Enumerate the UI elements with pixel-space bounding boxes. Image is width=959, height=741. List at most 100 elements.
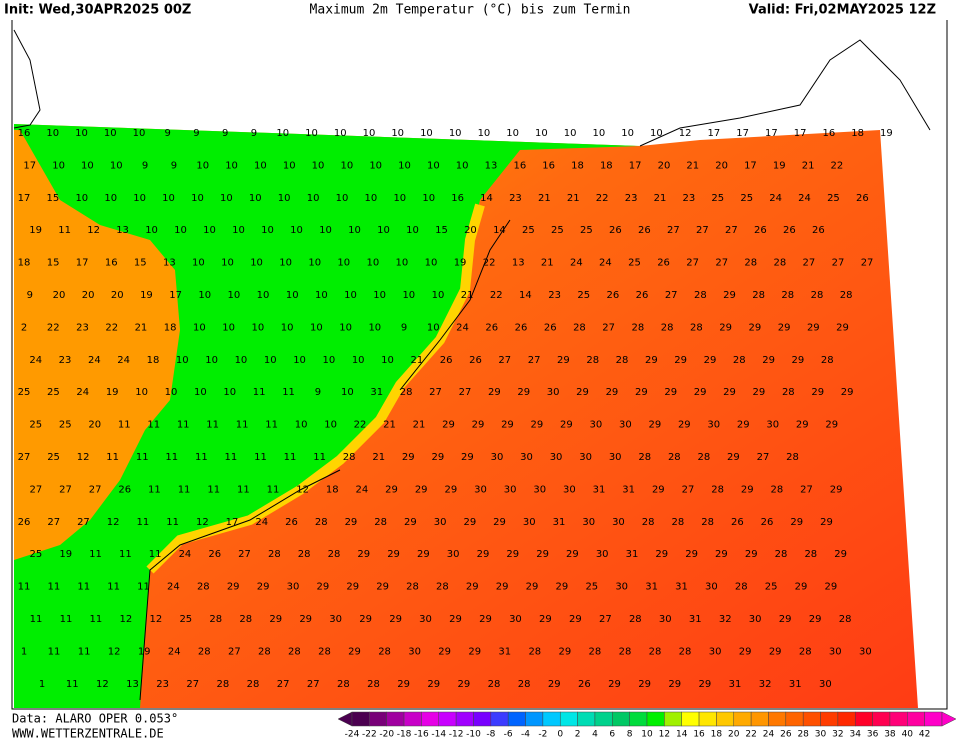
temperature-value: 28 bbox=[247, 679, 260, 690]
temperature-value: 21 bbox=[567, 193, 580, 204]
temperature-value: 10 bbox=[232, 225, 245, 236]
coastline bbox=[639, 39, 931, 147]
temperature-value: 10 bbox=[104, 193, 117, 204]
temperature-value: 28 bbox=[839, 614, 852, 625]
temperature-value: 27 bbox=[528, 355, 541, 366]
temperature-value: 26 bbox=[285, 517, 298, 528]
temperature-value: 28 bbox=[619, 646, 632, 657]
temperature-value: 29 bbox=[836, 322, 849, 333]
temperature-value: 10 bbox=[286, 290, 299, 301]
temperature-value: 18 bbox=[851, 128, 864, 139]
temperature-value: 11 bbox=[147, 420, 160, 431]
temperature-value: 25 bbox=[59, 420, 72, 431]
colorbar-swatch bbox=[698, 711, 717, 727]
temperature-value: 14 bbox=[519, 290, 532, 301]
temperature-value: 28 bbox=[586, 355, 599, 366]
temperature-value: 28 bbox=[367, 679, 380, 690]
coast-band bbox=[146, 203, 485, 574]
temperature-value: 28 bbox=[811, 290, 824, 301]
temperature-value: 19 bbox=[773, 160, 786, 171]
temperature-value: 25 bbox=[30, 549, 43, 560]
temperature-value: 29 bbox=[357, 549, 370, 560]
colorbar-label: -10 bbox=[466, 730, 481, 740]
temperature-value: 10 bbox=[223, 387, 236, 398]
temperature-value: 26 bbox=[485, 322, 498, 333]
temperature-value: 27 bbox=[186, 679, 199, 690]
temperature-value: 11 bbox=[66, 679, 79, 690]
temperature-value: 29 bbox=[468, 646, 481, 657]
temperature-value: 29 bbox=[415, 484, 428, 495]
temperature-value: 10 bbox=[133, 128, 146, 139]
temperature-value: 24 bbox=[456, 322, 469, 333]
temperature-value: 10 bbox=[174, 225, 187, 236]
temperature-value: 29 bbox=[719, 322, 732, 333]
colorbar-swatch bbox=[907, 711, 925, 727]
temperature-value: 28 bbox=[735, 582, 748, 593]
temperature-value: 10 bbox=[420, 128, 433, 139]
temperature-value: 10 bbox=[363, 128, 376, 139]
temperature-value: 11 bbox=[195, 452, 208, 463]
temperature-value: 10 bbox=[373, 290, 386, 301]
temperature-value: 24 bbox=[798, 193, 811, 204]
temperature-value: 10 bbox=[535, 128, 548, 139]
temperature-value: 15 bbox=[134, 258, 147, 269]
temperature-value: 10 bbox=[391, 128, 404, 139]
init-label: Init: Wed,30APR2025 00Z bbox=[4, 3, 191, 18]
colorbar-swatch bbox=[473, 711, 492, 727]
colorbar-label: -4 bbox=[521, 730, 530, 740]
temperature-value: 24 bbox=[599, 258, 612, 269]
temperature-value: 26 bbox=[761, 517, 774, 528]
temperature-value: 10 bbox=[348, 225, 361, 236]
temperature-value: 29 bbox=[569, 614, 582, 625]
temperature-value: 30 bbox=[550, 452, 563, 463]
colorbar-label: 6 bbox=[609, 730, 615, 740]
temperature-value: 29 bbox=[674, 355, 687, 366]
temperature-value: 25 bbox=[47, 387, 60, 398]
colorbar-label: 10 bbox=[641, 730, 653, 740]
temperature-value: 29 bbox=[745, 549, 758, 560]
temperature-value: 24 bbox=[168, 646, 181, 657]
temperature-value: 27 bbox=[715, 258, 728, 269]
temperature-value: 10 bbox=[650, 128, 663, 139]
temperature-value: 28 bbox=[781, 290, 794, 301]
temperature-value: 10 bbox=[281, 322, 294, 333]
temperature-value: 30 bbox=[705, 582, 718, 593]
temperature-value: 28 bbox=[400, 387, 413, 398]
temperature-value: 10 bbox=[337, 258, 350, 269]
temperature-value: 11 bbox=[18, 582, 31, 593]
temperature-value: 29 bbox=[566, 549, 579, 560]
temperature-value: 10 bbox=[235, 355, 248, 366]
temperature-value: 28 bbox=[374, 517, 387, 528]
temperature-value: 29 bbox=[539, 614, 552, 625]
temperature-value: 11 bbox=[207, 484, 220, 495]
temperature-value: 10 bbox=[261, 225, 274, 236]
temperature-value: 30 bbox=[582, 517, 595, 528]
temperature-value: 11 bbox=[48, 582, 61, 593]
temperature-value: 29 bbox=[548, 679, 561, 690]
temperature-value: 27 bbox=[47, 517, 60, 528]
colorbar-swatch bbox=[646, 711, 665, 727]
temperature-value: 10 bbox=[396, 258, 409, 269]
temperature-value: 28 bbox=[672, 517, 685, 528]
temperature-value: 10 bbox=[205, 355, 218, 366]
temperature-value: 27 bbox=[686, 258, 699, 269]
temperature-value: 29 bbox=[741, 484, 754, 495]
temperature-value: 11 bbox=[178, 484, 191, 495]
temperature-value: 28 bbox=[786, 452, 799, 463]
temperature-value: 29 bbox=[417, 549, 430, 560]
temperature-value: 28 bbox=[642, 517, 655, 528]
temperature-value: 11 bbox=[149, 549, 162, 560]
colorbar-label: -18 bbox=[397, 730, 412, 740]
temperature-value: 29 bbox=[652, 484, 665, 495]
colorbar-swatch bbox=[421, 711, 440, 727]
temperature-value: 12 bbox=[107, 517, 120, 528]
temperature-value: 11 bbox=[60, 614, 73, 625]
temperature-value: 14 bbox=[480, 193, 493, 204]
temperature-value: 31 bbox=[626, 549, 639, 560]
colorbar-swatch bbox=[750, 711, 769, 727]
temperature-value: 29 bbox=[359, 614, 372, 625]
temperature-value: 28 bbox=[518, 679, 531, 690]
temperature-value: 26 bbox=[609, 225, 622, 236]
temperature-value: 12 bbox=[679, 128, 692, 139]
temperature-value: 29 bbox=[723, 290, 736, 301]
